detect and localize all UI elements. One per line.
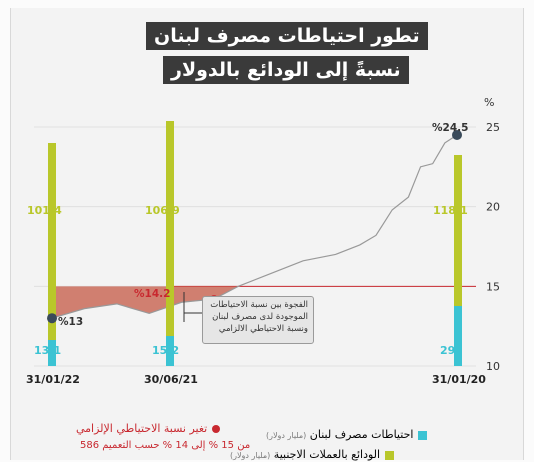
reserves-value-label: 29 <box>440 344 455 357</box>
legend-deposits-label: الودائع بالعملات الاجنبية <box>273 448 381 461</box>
x-category-label: 31/01/20 <box>432 373 486 386</box>
y-unit-label: % <box>484 96 494 109</box>
reserves-swatch <box>418 430 428 440</box>
chart-title: تطور احتياطات مصرف لبنان <box>146 22 428 50</box>
y-tick-label: 25 <box>486 121 500 134</box>
y-tick-label: 20 <box>486 201 500 214</box>
reserves-bar <box>166 336 174 366</box>
legend-required-label: تغير نسبة الاحتياطي الإلزامي <box>76 422 208 435</box>
gap-callout: الفجوة بين نسبة الاحتياطات الموجودة لدى … <box>202 296 314 344</box>
required-dot <box>212 425 221 433</box>
deposits-swatch <box>385 450 395 460</box>
reserves-bar <box>48 340 56 366</box>
callout-line: الموجودة لدى مصرف لبنان <box>212 312 308 322</box>
reserves-value-label: 15.2 <box>152 344 179 357</box>
gap-area <box>214 286 255 300</box>
ratio-marker <box>47 313 57 324</box>
x-category-label: 30/06/21 <box>144 373 198 386</box>
chart-subtitle: نسبةً إلى الودائع بالدولار <box>163 56 409 84</box>
reserves-bar <box>454 306 462 366</box>
legend-reserves: احتياطات مصرف لبنان (مليار دولار) <box>266 428 428 441</box>
deposits-value-label: 118.1 <box>433 204 468 217</box>
callout-line: الفجوة بين نسبة الاحتياطات <box>210 300 308 310</box>
ratio-marker <box>452 129 462 140</box>
x-category-label: 31/01/22 <box>26 373 80 386</box>
ratio-line <box>51 134 458 319</box>
deposits-bar <box>166 121 174 336</box>
deposits-bar <box>48 143 56 340</box>
legend-reserves-label: احتياطات مصرف لبنان <box>309 428 414 441</box>
legend-deposits: الودائع بالعملات الاجنبية (مليار دولار) <box>230 448 395 461</box>
y-tick-label: 10 <box>486 360 500 373</box>
deposits-value-label: 101.4 <box>27 204 62 217</box>
callout-line: ونسبة الاحتياطي الالزامي <box>218 324 308 334</box>
legend-required-note: من 15 % إلى 14 % حسب التعميم 586 <box>80 440 251 451</box>
ratio-marker-label: %24.5 <box>432 122 468 134</box>
reserves-value-label: 13.1 <box>34 344 61 357</box>
ratio-marker-label: %14.2 <box>134 288 170 300</box>
legend-deposits-unit: (مليار دولار) <box>230 451 271 460</box>
legend-required: تغير نسبة الاحتياطي الإلزامي <box>76 422 221 435</box>
deposits-value-label: 106.9 <box>145 204 180 217</box>
legend-reserves-unit: (مليار دولار) <box>266 431 307 440</box>
deposits-bar <box>454 155 462 306</box>
ratio-marker-label: %13 <box>58 316 83 328</box>
y-tick-label: 15 <box>486 280 500 293</box>
